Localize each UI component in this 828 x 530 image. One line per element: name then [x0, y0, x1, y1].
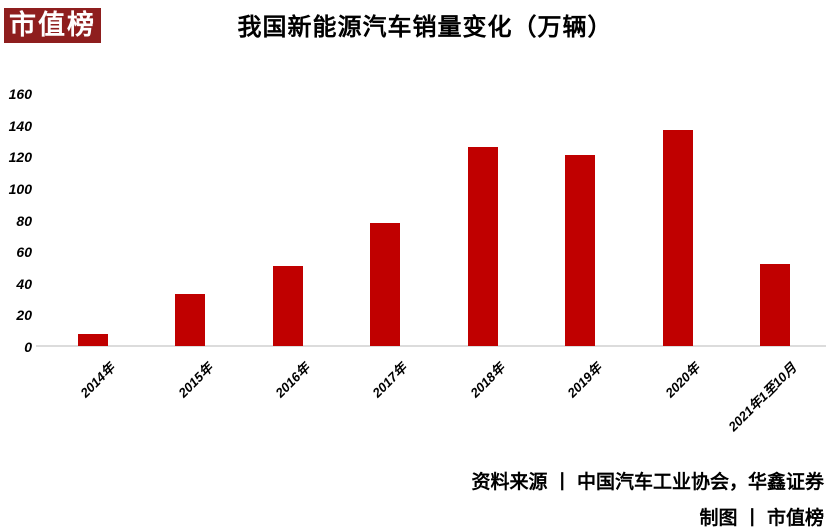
y-tick-label: 100: [8, 180, 32, 197]
bar: [662, 129, 693, 346]
y-tick-label: 60: [16, 244, 32, 261]
y-tick-label: 0: [24, 339, 32, 355]
x-category-label: 2016年: [272, 360, 313, 401]
x-category-label: 2019年: [564, 360, 605, 401]
x-category-label: 2014年: [77, 360, 118, 401]
bar: [175, 293, 206, 346]
y-tick-label: 160: [8, 86, 32, 102]
shizhibang-logo: 市值榜: [4, 8, 101, 43]
bar: [78, 334, 108, 346]
bar: [370, 223, 401, 346]
y-tick-label: 120: [8, 149, 32, 166]
bar: [272, 265, 303, 346]
x-category-label: 2020年: [662, 360, 703, 401]
x-category-label: 2017年: [369, 360, 411, 401]
bar: [467, 147, 498, 346]
y-tick-label: 20: [16, 307, 32, 324]
chart-credit-note: 制图 丨 市值榜: [699, 508, 824, 529]
x-category-label: 2018年: [467, 360, 508, 401]
x-axis-line: [36, 345, 826, 347]
data-source-note: 资料来源 丨 中国汽车工业协会，华鑫证券: [471, 472, 824, 493]
x-category-label: 2021年1至10月: [725, 360, 800, 435]
bar: [760, 263, 790, 346]
y-tick-label: 40: [16, 275, 32, 292]
chart-title: 我国新能源汽车销量变化（万辆）: [237, 14, 613, 41]
x-category-label: 2015年: [174, 360, 216, 401]
y-tick-label: 140: [8, 117, 32, 134]
y-tick-label: 80: [16, 212, 32, 229]
bar: [565, 155, 596, 346]
